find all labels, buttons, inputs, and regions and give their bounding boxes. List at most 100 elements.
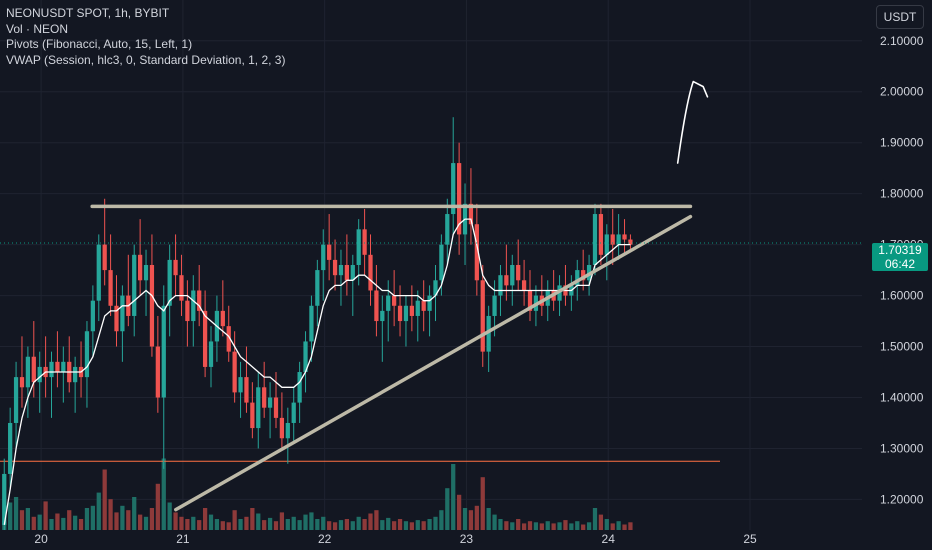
candle-body	[386, 295, 391, 311]
volume-bar	[486, 508, 491, 530]
volume-bar	[462, 508, 468, 530]
candle-body	[61, 361, 66, 373]
y-tick-label: 1.80000	[880, 187, 924, 201]
volume-bar	[120, 505, 125, 530]
currency-button[interactable]: USDT	[876, 5, 924, 29]
candle-body	[55, 361, 60, 373]
volume-bar	[315, 519, 320, 530]
volume-bar	[380, 520, 385, 530]
candle-body	[380, 310, 385, 322]
volume-bar	[569, 523, 574, 530]
volume-bar	[220, 521, 225, 530]
volume-bar	[327, 521, 332, 530]
candle-body	[332, 259, 338, 276]
candle-body	[37, 366, 42, 383]
candle-body	[120, 295, 125, 332]
volume-bar	[433, 516, 438, 530]
candle-body	[486, 315, 491, 352]
volume-bar	[492, 514, 497, 530]
volume-bar	[303, 514, 308, 530]
candle-body	[273, 397, 279, 418]
volume-bar	[37, 514, 42, 530]
volume-bar	[149, 508, 155, 530]
volume-bar	[480, 477, 485, 530]
last-price-tag: 1.70319 06:42	[872, 243, 928, 271]
trendlines[interactable]	[90, 204, 693, 512]
volume-bar	[527, 521, 533, 530]
volume-bar	[586, 522, 592, 530]
candle-body	[220, 310, 225, 327]
volume-bar	[256, 513, 261, 530]
x-tick-label: 21	[176, 532, 190, 546]
volume-bar	[102, 469, 107, 530]
candles	[2, 117, 633, 530]
y-tick-label: 2.00000	[880, 85, 924, 99]
volume-bar	[214, 519, 220, 530]
x-tick-label: 24	[602, 532, 616, 546]
y-tick-label: 1.60000	[880, 289, 924, 303]
candle-body	[185, 300, 190, 322]
volume-bar	[598, 514, 604, 530]
volume-bar	[344, 519, 350, 530]
volume-bar	[350, 521, 355, 530]
volume-bar	[108, 499, 113, 530]
volume-bar	[273, 521, 279, 530]
volume-bar	[161, 458, 166, 530]
candle-body	[327, 244, 332, 260]
x-tick-label: 20	[34, 532, 48, 546]
candle-body	[510, 265, 515, 286]
candle-body	[137, 254, 143, 281]
volume-bar	[498, 519, 503, 530]
volume-bar	[616, 521, 621, 530]
candle-body	[581, 270, 586, 281]
candle-body	[445, 214, 450, 245]
volume-bar	[356, 516, 361, 530]
candle-body	[427, 295, 432, 311]
candle-body	[397, 305, 403, 322]
volume-bar	[137, 514, 143, 530]
vwap-line	[3, 218, 631, 526]
candle-body	[610, 234, 615, 245]
y-tick-label: 2.10000	[880, 34, 924, 48]
volume-bar	[262, 520, 267, 530]
volume-bar	[143, 516, 149, 530]
volume-bars	[2, 458, 633, 530]
symbol-title[interactable]: NEONUSDT SPOT, 1h, BYBIT	[6, 6, 170, 20]
arrow-stroke	[676, 80, 709, 164]
candle-body	[474, 224, 479, 281]
x-tick-label: 25	[743, 532, 757, 546]
x-tick-label: 23	[460, 532, 474, 546]
support-line	[174, 214, 693, 512]
candle-body	[309, 305, 314, 342]
candle-body	[226, 326, 231, 352]
volume-bar	[114, 512, 119, 530]
price-axis[interactable]: 2.100002.000001.900001.800001.700001.600…	[880, 34, 924, 507]
candle-body	[149, 265, 155, 347]
volume-bar	[43, 501, 48, 530]
indicator-volume[interactable]: Vol · NEON	[6, 21, 69, 36]
indicator-pivots[interactable]: Pivots (Fibonacci, Auto, 15, Left, 1)	[6, 37, 193, 51]
candle-body	[516, 265, 521, 281]
volume-bar	[285, 519, 290, 530]
countdown-timer: 06:42	[884, 257, 916, 271]
volume-bar	[279, 512, 285, 530]
volume-bar	[557, 522, 562, 530]
candle-body	[498, 275, 503, 296]
volume-bar	[392, 521, 397, 530]
time-axis[interactable]: 20 21 22 23 24 25	[34, 532, 757, 546]
candle-body	[173, 259, 178, 276]
candle-body	[421, 300, 426, 311]
indicator-vwap[interactable]: VWAP (Session, hlc3, 0, Standard Deviati…	[6, 52, 286, 67]
candle-body	[592, 214, 598, 265]
candle-body	[244, 377, 249, 403]
volume-bar	[551, 523, 556, 530]
candle-body	[504, 275, 509, 286]
volume-bar	[309, 512, 314, 530]
volume-bar	[179, 516, 184, 530]
volume-bar	[516, 519, 521, 530]
candle-body	[575, 270, 580, 286]
volume-bar	[19, 510, 25, 530]
candle-body	[439, 244, 444, 281]
volume-bar	[581, 524, 586, 530]
